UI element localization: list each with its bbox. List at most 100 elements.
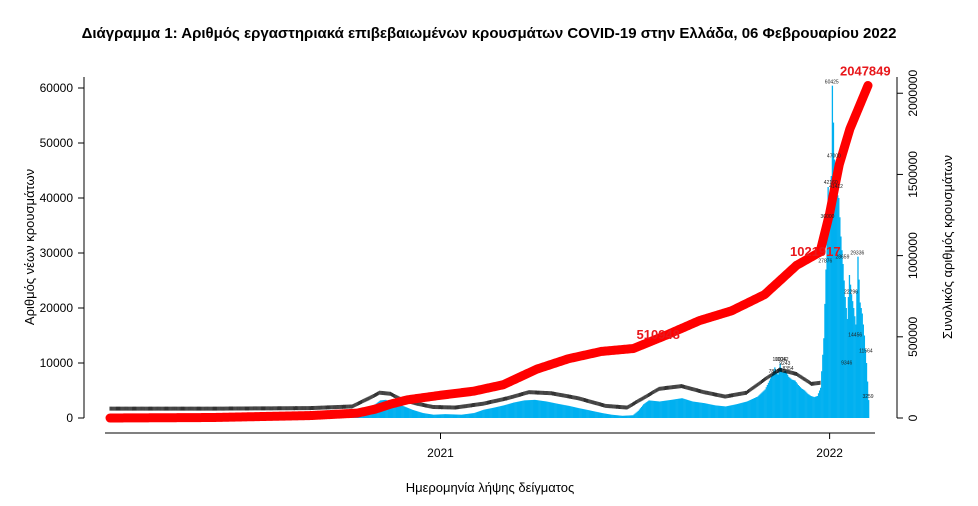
daily-bar — [517, 401, 519, 418]
daily-bar — [671, 399, 674, 418]
daily-bar — [696, 402, 698, 418]
daily-bar — [712, 404, 714, 418]
daily-bar — [689, 400, 692, 418]
daily-bar — [589, 410, 592, 418]
daily-bar — [618, 415, 620, 418]
daily-bar — [430, 414, 433, 418]
daily-bar — [778, 369, 780, 418]
daily-bar — [753, 398, 756, 418]
daily-bar — [429, 414, 432, 418]
daily-bar — [403, 406, 405, 418]
daily-bar — [733, 404, 735, 418]
daily-bar — [551, 402, 553, 418]
y-tick-label: 50000 — [40, 136, 74, 150]
daily-bar — [640, 406, 643, 418]
daily-bar — [575, 407, 578, 418]
daily-bar — [762, 391, 764, 418]
daily-bar — [433, 414, 435, 418]
y-tick-label: 40000 — [40, 191, 74, 205]
daily-bar — [731, 405, 733, 418]
daily-bar — [421, 412, 423, 418]
daily-bar — [769, 378, 772, 418]
daily-bar — [704, 403, 707, 418]
daily-bar — [794, 380, 796, 418]
daily-bar — [680, 398, 682, 418]
daily-bar — [557, 403, 560, 418]
daily-bar — [843, 280, 845, 418]
daily-bar — [687, 400, 690, 418]
daily-bar — [396, 403, 399, 418]
daily-bar — [821, 371, 823, 418]
daily-bar — [414, 410, 417, 418]
daily-bar — [724, 406, 726, 418]
daily-bar — [555, 403, 557, 418]
daily-bar — [547, 401, 549, 418]
daily-bar — [554, 403, 556, 418]
daily-bar — [837, 195, 839, 418]
daily-bar — [856, 290, 858, 418]
daily-bar — [715, 405, 717, 418]
daily-bar — [813, 397, 815, 418]
daily-bar — [700, 402, 702, 418]
daily-bar — [737, 403, 740, 418]
daily-bar — [434, 414, 436, 418]
daily-bar — [782, 371, 785, 418]
daily-bar — [834, 176, 837, 418]
daily-bar — [865, 363, 868, 418]
daily-bar — [710, 404, 712, 418]
daily-bar — [855, 324, 857, 418]
daily-bar — [503, 405, 505, 418]
daily-bar — [767, 382, 770, 418]
daily-bar — [668, 400, 670, 418]
bar-value-label: 60425 — [825, 80, 839, 86]
daily-bar — [562, 404, 564, 418]
daily-bar — [730, 405, 732, 418]
daily-bar — [735, 404, 738, 418]
daily-bar — [828, 198, 830, 418]
x-tick-label: 2022 — [816, 446, 843, 460]
daily-bar — [511, 402, 514, 418]
daily-bar — [747, 401, 749, 418]
daily-bar — [754, 397, 757, 418]
daily-bar — [438, 414, 440, 418]
daily-bar — [491, 407, 493, 418]
daily-bar — [664, 400, 666, 418]
daily-bar — [839, 217, 841, 418]
daily-bar — [653, 400, 656, 418]
daily-bar — [638, 409, 641, 418]
daily-bar — [768, 380, 771, 418]
daily-bar — [458, 414, 460, 418]
daily-bar — [748, 400, 750, 418]
daily-bar — [597, 412, 599, 418]
daily-bar — [471, 413, 473, 418]
daily-bar — [740, 403, 742, 418]
daily-bar — [410, 409, 412, 418]
daily-bar — [568, 405, 570, 418]
daily-bar — [437, 414, 439, 418]
daily-bar — [857, 256, 859, 418]
daily-bar — [805, 391, 807, 418]
daily-bar — [507, 404, 509, 418]
daily-bar — [677, 398, 679, 418]
daily-bar — [665, 400, 667, 418]
daily-bar — [401, 405, 403, 418]
daily-bar — [440, 414, 442, 418]
daily-bar — [411, 409, 414, 418]
daily-bar — [676, 399, 678, 418]
daily-bar — [651, 400, 653, 418]
x-ticks: 2021 2022 — [427, 433, 843, 460]
daily-bar — [798, 386, 800, 418]
daily-bar — [501, 405, 503, 418]
daily-bar — [705, 403, 708, 418]
daily-bar — [862, 324, 864, 418]
daily-bar — [523, 400, 525, 418]
daily-bar — [791, 379, 793, 418]
cumulative-value-label: 1021917 — [790, 244, 841, 259]
daily-bar — [550, 402, 552, 418]
daily-bar — [461, 414, 464, 418]
bar-value-label: 9243 — [779, 361, 790, 367]
daily-bar — [540, 400, 543, 418]
daily-bar — [558, 404, 561, 418]
daily-bar — [717, 405, 719, 418]
daily-bar — [627, 415, 629, 418]
